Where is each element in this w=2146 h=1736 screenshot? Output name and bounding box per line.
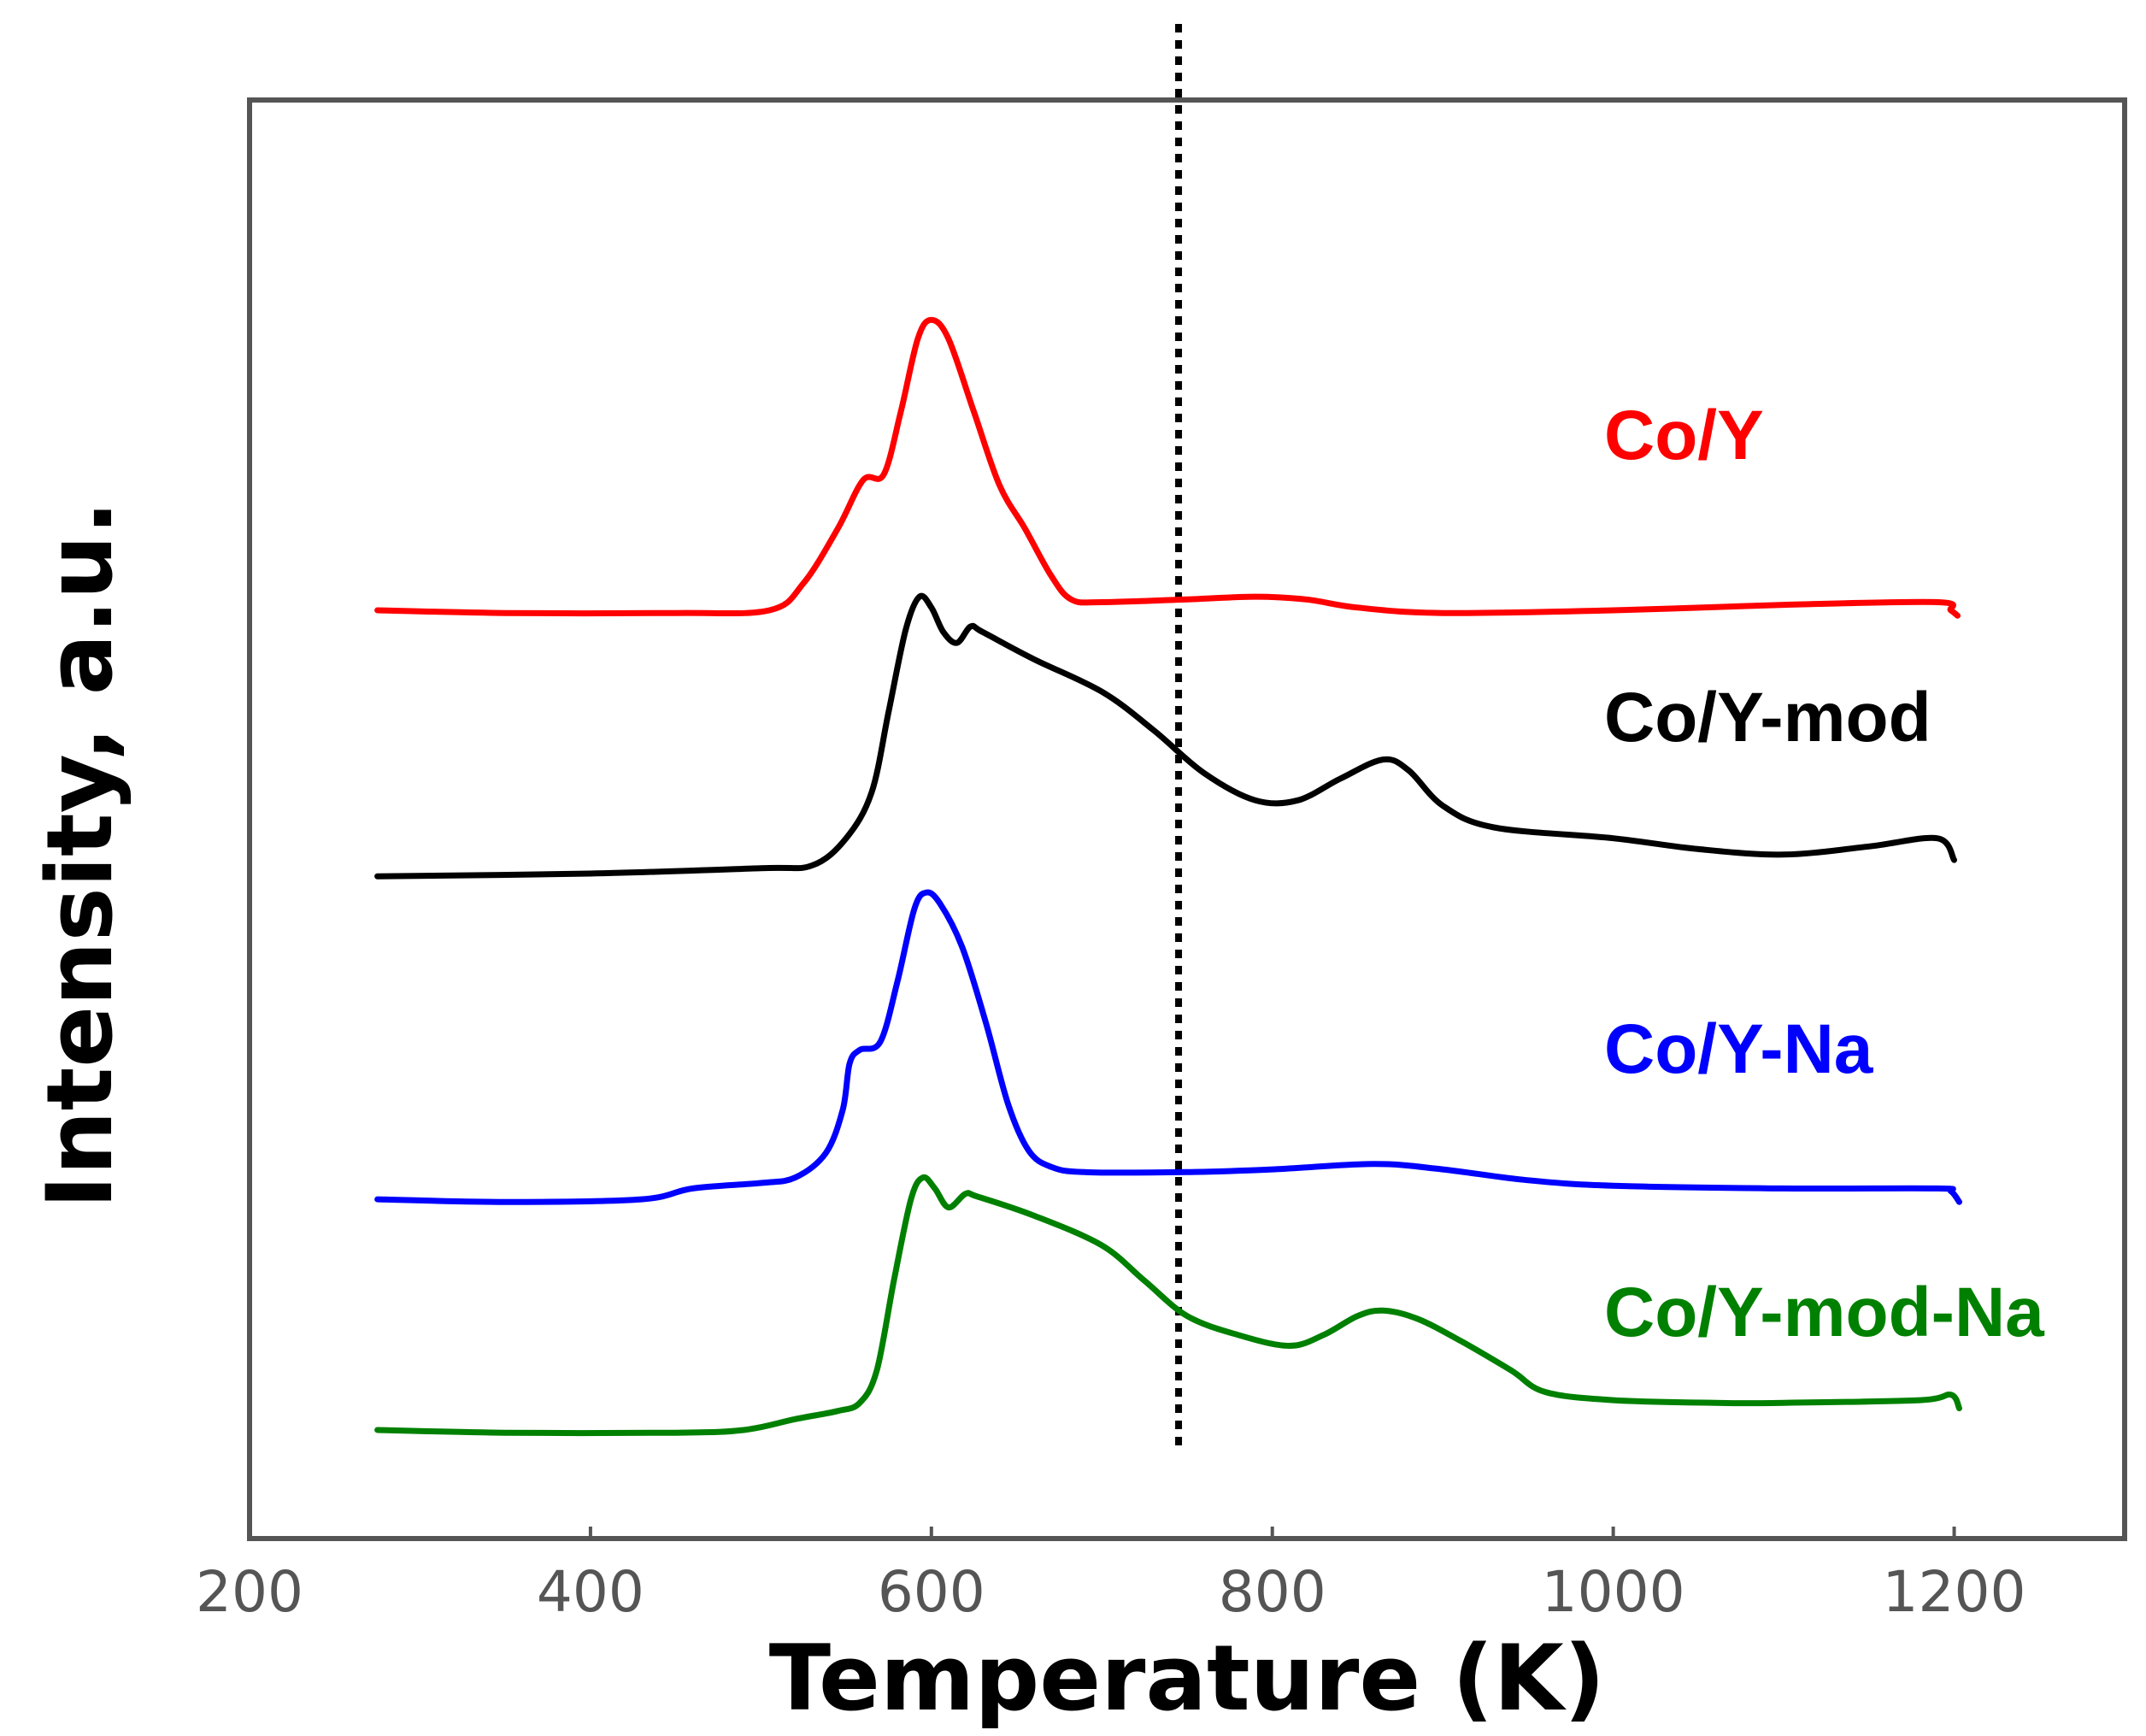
legend-label-co-y-na: Co/Y-Na <box>1604 1010 1874 1088</box>
x-tick-label-800: 800 <box>1219 1559 1326 1625</box>
legend-label-co-y: Co/Y <box>1604 397 1764 474</box>
x-axis-title: Temperature (K) <box>769 1626 1605 1731</box>
series-line-co-y-na <box>374 889 1962 1205</box>
x-tick-label-600: 600 <box>878 1559 985 1625</box>
x-axis-ticks: 200 400 600 800 1000 1200 <box>196 1527 2026 1625</box>
series-group <box>374 316 1962 1437</box>
x-tick-label-1000: 1000 <box>1542 1559 1685 1625</box>
y-axis-title: Intensity, a.u. <box>27 501 132 1209</box>
series-line-co-y-mod-na <box>374 1174 1962 1437</box>
legend-label-co-y-mod: Co/Y-mod <box>1604 679 1931 756</box>
series-line-co-y <box>374 316 1961 619</box>
legend-label-co-y-mod-na: Co/Y-mod-Na <box>1604 1274 2045 1351</box>
x-tick-label-1200: 1200 <box>1883 1559 2026 1625</box>
x-tick-label-200: 200 <box>196 1559 303 1625</box>
plot-frame <box>247 97 2127 1541</box>
x-tick-label-400: 400 <box>537 1559 644 1625</box>
series-line-co-y-mod <box>374 592 1957 880</box>
